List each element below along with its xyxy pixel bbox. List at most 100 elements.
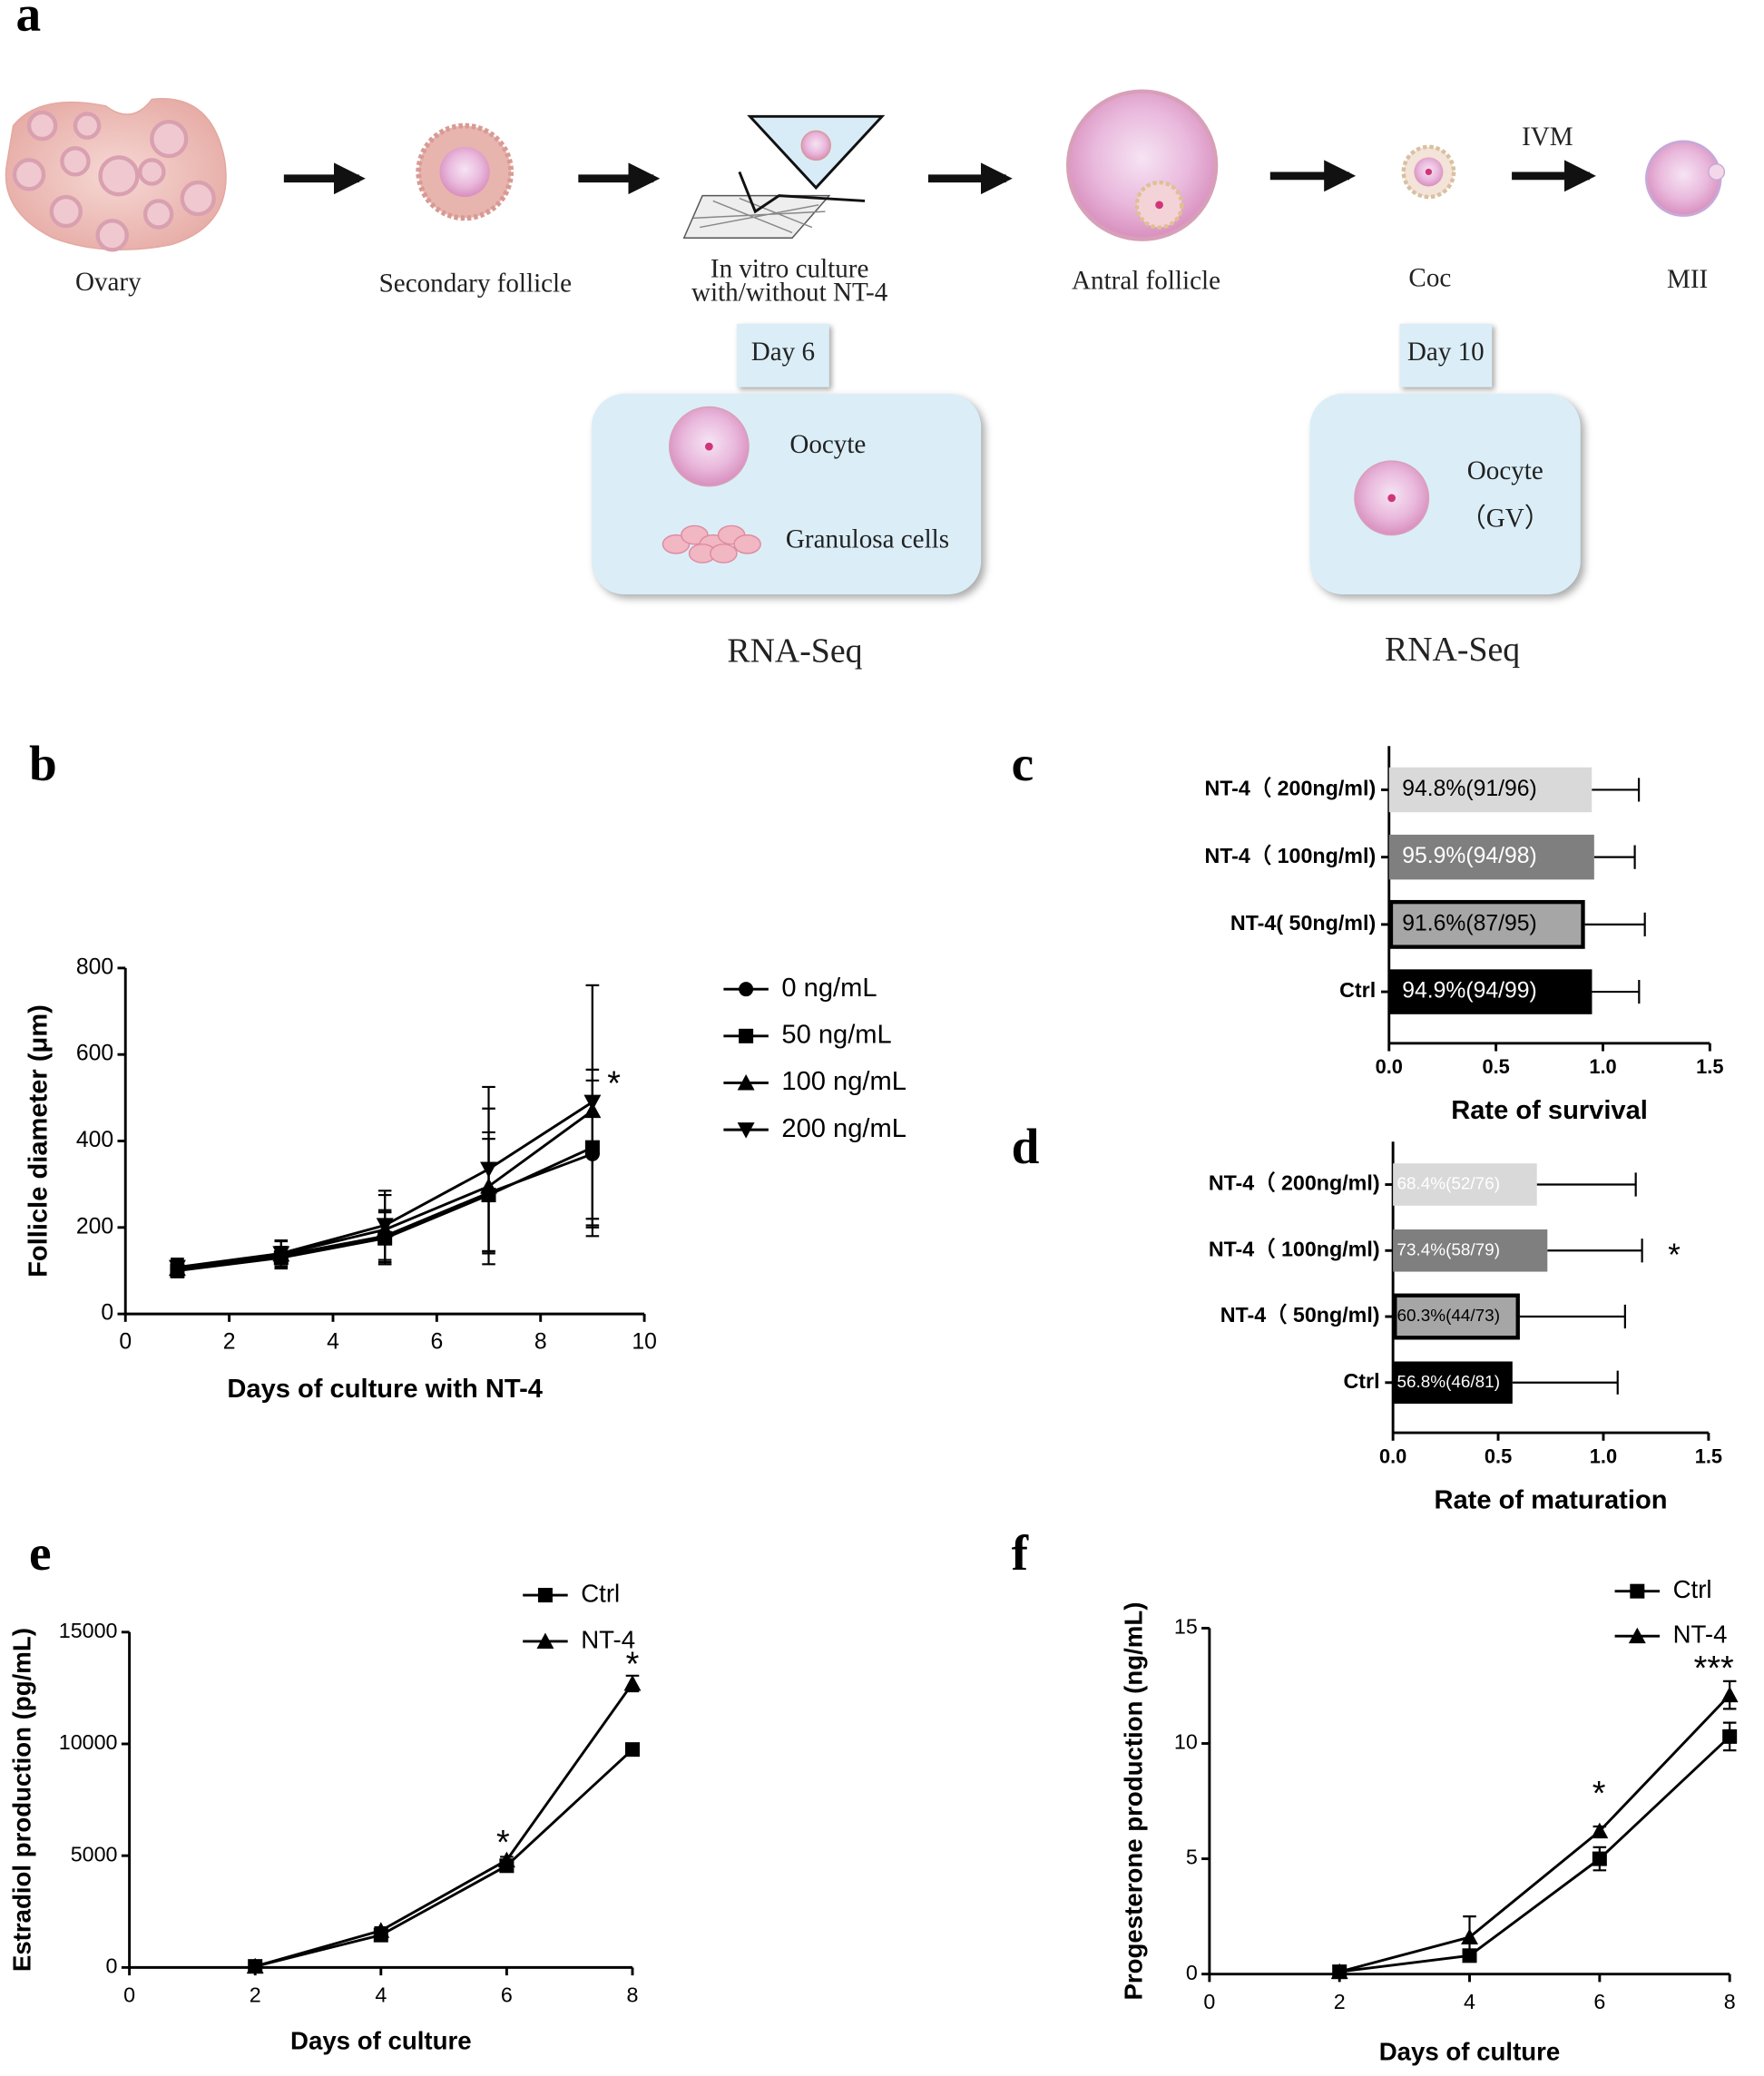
series-line [1339,1735,1731,1973]
annotation: * [626,1646,640,1684]
x-tick-label: 6 [1593,1990,1605,2013]
legend-label: 0 ng/mL [781,974,877,1003]
day-tab [736,323,829,387]
x-axis-title: Rate of maturation [1434,1485,1667,1514]
polar-body [1708,163,1726,181]
x-tick-label: 0 [119,1330,132,1355]
granulosa-cells [662,524,761,563]
x-tick-label: 1.5 [1696,1055,1723,1078]
x-tick-label: 4 [327,1330,339,1355]
box-label: （GV） [1460,504,1551,533]
nucleus [1387,494,1396,503]
box-label: Granulosa cells [786,525,949,554]
annotation: * [1592,1775,1606,1813]
x-tick-label: 8 [1724,1990,1736,2013]
y-tick-label: 5 [1186,1846,1198,1869]
y-tick-label: 10000 [59,1730,118,1754]
y-axis-title: Progesterone production (ng/mL) [1120,1602,1148,2001]
marker [623,1675,642,1691]
y-axis-title: Estradiol production (pg/mL) [7,1628,35,1972]
bar [1393,1163,1537,1206]
step-label: In vitro culture [710,254,869,283]
step-label: Coc [1408,263,1451,292]
mii-oocyte [1645,140,1722,217]
marker [168,1259,186,1277]
marker [372,1922,390,1938]
y-axis-title: Follicle diameter (μm) [24,1004,53,1278]
error-bar [1592,979,1641,1004]
x-tick-label: 1.0 [1589,1055,1616,1078]
annotation: *** [1694,1650,1734,1688]
bar-chart: 0.0 0.5 1.0 1.5 Rate of survival NT-4（ 200ng/… [1204,746,1724,1125]
marker [536,1632,554,1649]
nucleus [1425,168,1433,176]
day-tab [1399,323,1493,387]
panel-label: a [15,0,41,41]
bar-chart: 0.0 0.5 1.0 1.5 Rate of maturation NT-4（ 200n… [1209,1141,1722,1514]
marker [583,1094,602,1111]
marker [1628,1627,1646,1644]
y-tick-label: 15 [1174,1615,1198,1639]
y-tick-label: Ctrl [1339,978,1376,1002]
method-label: RNA-Seq [1385,631,1520,669]
line-chart: 0 2 4 6 8 10 0 200 400 600 800 Days of culture with… [24,955,906,1404]
series-line [1338,1694,1731,1973]
marker [737,1122,755,1139]
value-label: 68.4%(52/76) [1396,1175,1500,1194]
sample-box [591,393,982,595]
y-tick-label: 0 [101,1301,113,1326]
x-axis-title: Days of culture [1379,2037,1561,2065]
y-tick-label: 200 [76,1214,113,1239]
error-bar [1512,1370,1619,1395]
x-tick-label: 2 [223,1330,236,1355]
series-line [254,1682,634,1968]
value-label: 73.4%(58/79) [1396,1240,1500,1259]
y-tick-label: NT-4（ 200ng/ml) [1204,777,1376,800]
marker [1330,1963,1348,1980]
legend-label: 200 ng/mL [781,1114,906,1143]
marker [376,1218,394,1234]
day-label: Day 10 [1407,338,1485,367]
x-tick-label: 10 [632,1330,657,1355]
annotation: * [607,1064,621,1102]
error-bar [1584,912,1646,936]
x-tick-label: 0 [1203,1990,1215,2013]
y-tick-label: NT-4（ 100ng/ml) [1204,844,1376,867]
step-label: Secondary follicle [379,269,572,298]
value-label: 95.9%(94/98) [1402,844,1536,868]
series-line [254,1748,633,1968]
bar [1388,834,1594,880]
oocyte [439,146,490,198]
marker [624,1742,640,1758]
y-tick-label: NT-4（ 200ng/ml) [1209,1171,1380,1195]
value-label: 94.8%(91/96) [1402,777,1536,801]
y-tick-label: Ctrl [1343,1369,1379,1393]
ovary-follicles [12,110,216,252]
x-tick-label: 6 [501,1983,513,2007]
marker [1720,1686,1739,1703]
legend-label: Ctrl [1673,1575,1712,1603]
panel-label: b [29,736,57,791]
step-label: Antral follicle [1072,266,1220,295]
mesh-lines [692,197,826,234]
x-tick-label: 0 [123,1983,135,2007]
x-tick-label: 8 [627,1983,639,2007]
y-tick-label: 400 [76,1128,113,1152]
y-tick-label: 10 [1174,1730,1198,1754]
value-label: 56.8%(46/81) [1396,1373,1500,1392]
box-label: Oocyte [1467,456,1544,485]
bar [1393,1229,1548,1272]
panel-label: c [1012,736,1034,791]
x-tick-label: 1.0 [1590,1444,1617,1467]
method-label: RNA-Seq [727,632,862,670]
line-chart: 0 2 4 6 8 0 5 10 15 Days of culture Progesterone p… [1120,1575,1739,2065]
marker [1592,1851,1607,1866]
follicle [800,130,831,162]
bar [1388,767,1592,813]
nucleus [705,442,713,451]
error-bar [1536,1172,1637,1197]
step-label: MII [1667,265,1708,294]
bar [1393,1361,1513,1405]
x-tick-label: 0.5 [1482,1055,1509,1078]
